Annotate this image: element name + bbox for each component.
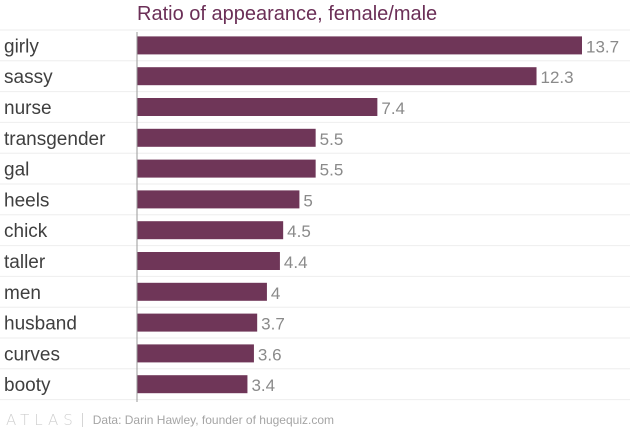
value-label: 3.7 <box>261 315 285 334</box>
category-label: men <box>4 283 41 304</box>
value-label: 13.7 <box>586 37 619 56</box>
bar <box>137 221 284 240</box>
category-label: booty <box>4 375 51 396</box>
value-label: 5.5 <box>320 161 344 180</box>
value-label: 4.5 <box>287 222 311 241</box>
bar <box>137 344 254 363</box>
bar <box>137 98 378 116</box>
category-label: heels <box>4 190 49 211</box>
category-label: girly <box>4 36 39 57</box>
footer: ATLAS Data: Darin Hawley, founder of hug… <box>0 411 630 429</box>
category-label: curves <box>4 344 60 365</box>
category-label: sassy <box>4 67 53 88</box>
value-label: 4.4 <box>284 253 308 272</box>
value-label: 12.3 <box>541 68 574 87</box>
bar <box>137 252 280 270</box>
source-note: Data: Darin Hawley, founder of hugequiz.… <box>92 413 334 427</box>
bar-chart: girly 13.7 sassy 12.3 nurse 7.4 transgender 5.5… <box>0 29 630 402</box>
bar <box>137 190 300 209</box>
bar <box>137 282 267 301</box>
value-label: 7.4 <box>381 99 405 118</box>
category-label: taller <box>4 252 46 273</box>
category-label: husband <box>4 314 77 335</box>
value-label: 3.4 <box>251 376 275 395</box>
bar <box>137 159 316 178</box>
value-label: 3.6 <box>258 345 282 364</box>
bar <box>137 36 582 55</box>
chart-title: Ratio of appearance, female/male <box>137 3 438 25</box>
footer-divider <box>81 413 83 427</box>
bar <box>137 67 537 86</box>
category-label: transgender <box>4 129 106 150</box>
category-label: nurse <box>4 98 52 119</box>
bar <box>137 128 316 147</box>
bar <box>137 375 248 394</box>
bar <box>137 313 258 332</box>
value-label: 4 <box>271 284 280 303</box>
value-label: 5.5 <box>320 130 344 149</box>
value-label: 5 <box>303 191 312 210</box>
atlas-logo: ATLAS <box>6 411 78 429</box>
category-label: chick <box>4 221 48 242</box>
category-label: gal <box>4 160 29 181</box>
